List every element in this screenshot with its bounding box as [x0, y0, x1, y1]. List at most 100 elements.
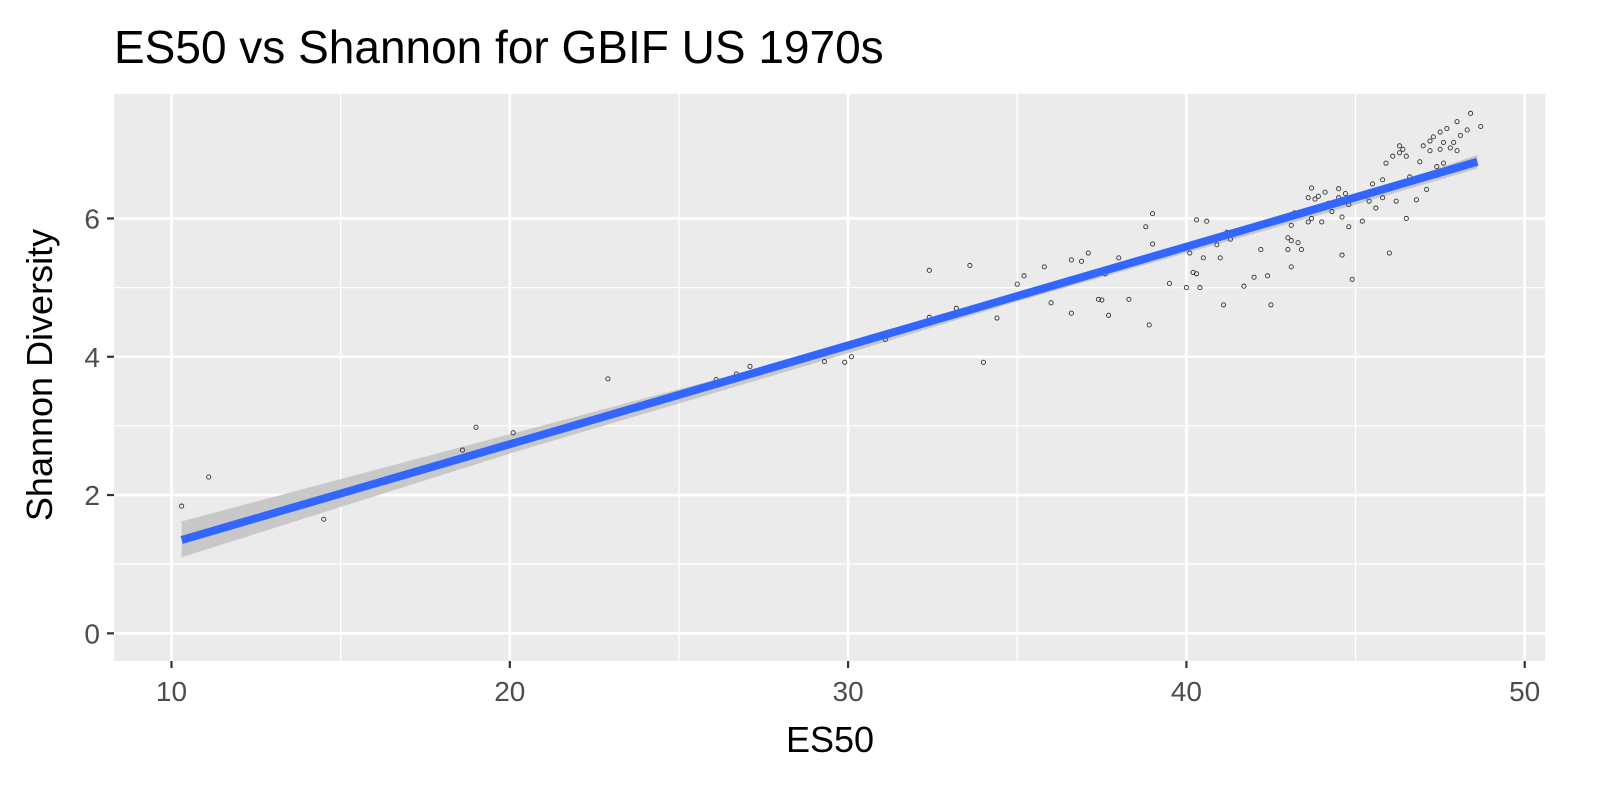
y-axis: 0 2 4 6 — [84, 203, 114, 649]
data-point — [1457, 132, 1463, 139]
data-point — [1396, 143, 1403, 149]
data-point — [1197, 285, 1203, 291]
data-point — [1427, 148, 1433, 154]
data-point — [1099, 297, 1105, 303]
data-point — [967, 262, 973, 269]
data-point — [510, 430, 516, 436]
data-point — [605, 376, 611, 382]
data-point — [1380, 177, 1386, 183]
data-point — [1346, 224, 1352, 230]
data-point — [1288, 264, 1294, 270]
data-point — [1339, 252, 1345, 258]
data-point — [1373, 205, 1379, 211]
data-point — [206, 474, 212, 480]
data-point — [1143, 224, 1149, 230]
data-point — [1288, 222, 1294, 228]
data-point — [1420, 143, 1426, 149]
data-point — [1217, 255, 1223, 261]
data-point — [473, 424, 479, 430]
data-point — [1106, 312, 1112, 318]
data-point — [1417, 159, 1423, 165]
x-tick-label: 40 — [1171, 676, 1202, 707]
data-point — [1085, 250, 1091, 256]
data-point — [1359, 218, 1365, 224]
data-point — [1366, 198, 1372, 204]
data-point — [1221, 302, 1227, 308]
data-point — [1403, 215, 1409, 222]
y-tick-label: 6 — [84, 203, 100, 234]
data-point — [821, 359, 827, 365]
data-point — [1285, 235, 1291, 241]
data-point — [994, 315, 1000, 321]
data-point — [1258, 247, 1264, 253]
data-point — [1478, 123, 1484, 130]
data-point — [1251, 274, 1257, 280]
x-tick-label: 50 — [1509, 676, 1540, 707]
data-point — [1194, 271, 1200, 277]
data-point — [1194, 217, 1200, 223]
data-point — [848, 354, 855, 360]
data-point — [179, 503, 185, 509]
data-point — [1309, 185, 1315, 191]
minor-grid — [114, 94, 1545, 661]
data-point — [1041, 264, 1047, 270]
data-point — [1285, 247, 1291, 253]
data-point — [1403, 153, 1409, 159]
data-point — [1396, 150, 1403, 156]
data-point — [1437, 129, 1443, 135]
data-point — [1424, 186, 1430, 192]
data-point — [1183, 285, 1189, 291]
data-point — [1386, 250, 1392, 256]
data-point — [1014, 281, 1020, 287]
data-point — [1454, 119, 1460, 125]
data-point — [1146, 322, 1152, 328]
y-tick-label: 0 — [84, 618, 100, 649]
data-point — [1312, 196, 1318, 202]
data-point — [1447, 145, 1453, 151]
x-tick-label: 20 — [494, 676, 525, 707]
regression-line — [180, 157, 1479, 544]
data-point — [1454, 148, 1460, 154]
data-point — [1288, 238, 1294, 244]
data-point — [1126, 296, 1132, 302]
data-point — [1369, 181, 1376, 187]
x-tick-label: 30 — [833, 676, 864, 707]
data-point — [1200, 255, 1206, 261]
y-tick-label: 4 — [84, 342, 100, 373]
data-point — [1204, 218, 1210, 224]
data-point — [1430, 134, 1436, 140]
data-point — [1309, 215, 1315, 222]
data-point — [1393, 198, 1399, 204]
data-point — [1437, 146, 1443, 152]
plot-panel — [114, 94, 1545, 661]
data-point — [1413, 197, 1419, 203]
data-point — [1349, 276, 1355, 282]
data-point — [1021, 273, 1027, 279]
data-point — [1464, 127, 1470, 133]
data-point — [1400, 146, 1406, 152]
data-point — [1336, 186, 1342, 192]
data-point — [1166, 280, 1173, 287]
data-point — [1305, 195, 1311, 201]
data-point — [459, 447, 465, 453]
data-point — [1440, 160, 1447, 166]
data-point — [1319, 219, 1325, 225]
data-point — [747, 363, 753, 369]
data-point — [1265, 273, 1271, 279]
data-point — [926, 267, 932, 273]
x-tick-label: 10 — [156, 676, 187, 707]
data-point — [1095, 296, 1101, 302]
data-point — [1298, 247, 1304, 253]
data-point — [1329, 208, 1335, 215]
data-point — [1444, 126, 1450, 132]
y-axis-title: Shannon Diversity — [19, 229, 60, 521]
data-point — [1078, 258, 1085, 264]
data-point — [1315, 193, 1321, 199]
data-point — [321, 516, 327, 522]
data-point — [1451, 139, 1457, 145]
data-point — [1150, 211, 1156, 217]
data-point — [1305, 219, 1311, 225]
data-point — [1268, 302, 1274, 308]
data-point — [1048, 300, 1054, 306]
